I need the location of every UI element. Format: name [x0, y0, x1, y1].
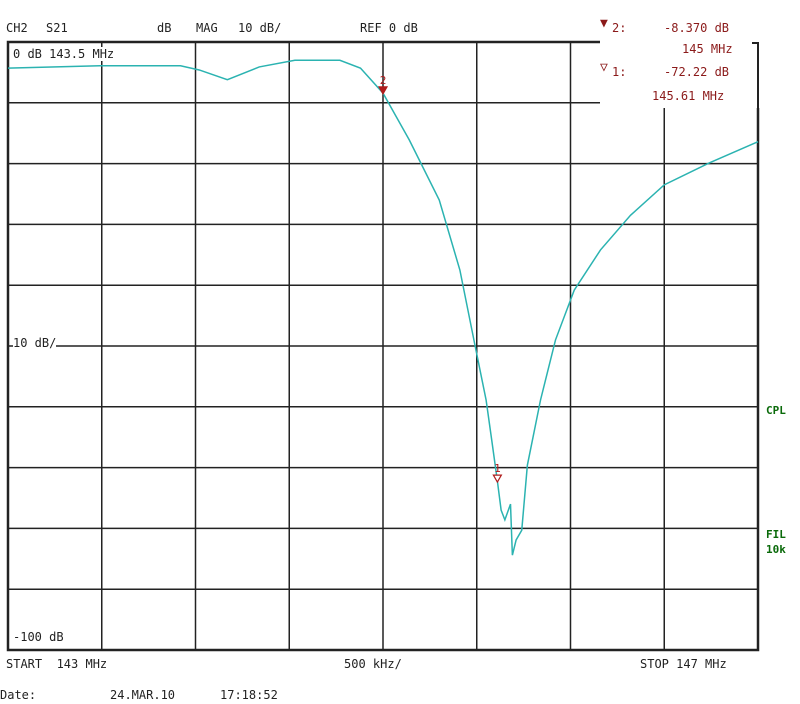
- trace-line: [7, 59, 759, 556]
- filter-bandwidth: 10k: [766, 543, 786, 556]
- parameter-label: S21: [46, 21, 68, 35]
- marker-2-value: -8.370 dB: [664, 21, 730, 35]
- filter-indicator: FIL: [766, 528, 786, 541]
- marker-readout-box: ▼ 2: -8.370 dB 145 MHz ▽ 1: -72.22 dB 14…: [600, 12, 764, 108]
- coupling-indicator: CPL: [766, 404, 786, 417]
- marker-1-value: -72.22 dB: [664, 65, 730, 79]
- marker-1-hollow-triangle-icon: ▽: [600, 60, 608, 75]
- marker-1-label: 1: [494, 462, 501, 475]
- bottom-label: -100 dB: [13, 630, 64, 644]
- marker-2-triangle: [377, 86, 389, 96]
- start-frequency: START 143 MHz: [6, 657, 108, 671]
- time-value: 17:18:52: [220, 688, 278, 702]
- unit-label: dB: [157, 21, 172, 35]
- format-label: MAG: [196, 21, 218, 35]
- plot-frame: [6, 40, 760, 652]
- top-left-label: 0 dB 143.5 MHz: [13, 47, 115, 61]
- marker-2-filled-triangle-icon: ▼: [600, 16, 608, 31]
- channel-label: CH2: [6, 21, 28, 35]
- marker-1-id: 1:: [612, 65, 627, 79]
- scale-label: 10 dB/: [238, 21, 282, 35]
- reference-label: REF 0 dB: [360, 21, 418, 35]
- marker-1-freq: 145.61 MHz: [652, 89, 725, 103]
- scale-div-label: 10 dB/: [13, 336, 57, 350]
- marker-2-label: 2: [380, 74, 387, 87]
- marker-2-id: 2:: [612, 21, 627, 35]
- date-value: 24.MAR.10: [110, 688, 176, 702]
- marker-1-triangle: [492, 474, 503, 484]
- stop-frequency: STOP 147 MHz: [640, 657, 727, 671]
- date-label: Date:: [0, 688, 37, 702]
- marker-2-freq: 145 MHz: [682, 42, 733, 56]
- span-per-div: 500 kHz/: [344, 657, 402, 671]
